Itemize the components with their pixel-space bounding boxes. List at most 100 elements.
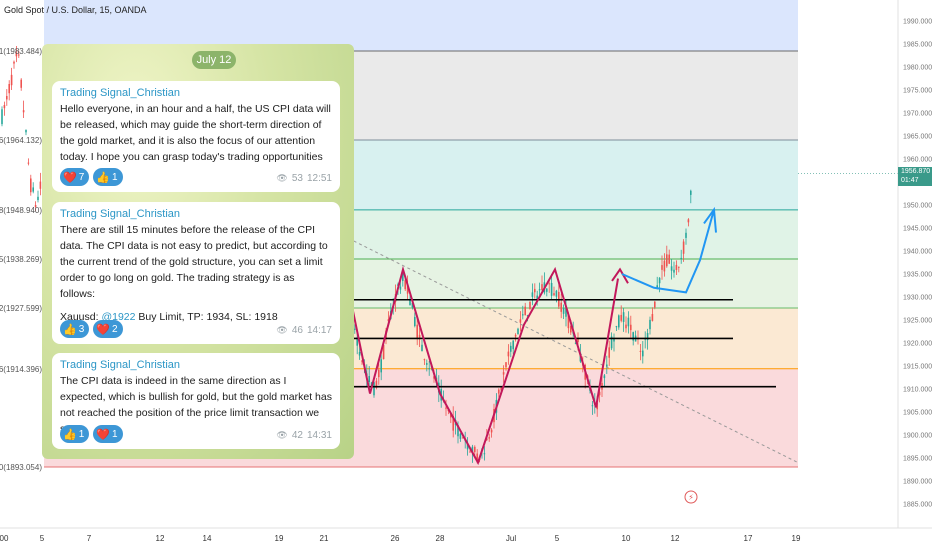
reaction-heart[interactable]: ❤️ 7 bbox=[60, 168, 90, 186]
candle-body bbox=[574, 342, 577, 344]
reaction-thumbs-up[interactable]: 👍 3 bbox=[60, 320, 90, 338]
candle-body bbox=[536, 295, 538, 301]
candle-body bbox=[8, 83, 10, 94]
candle-body bbox=[474, 446, 476, 453]
candle-body bbox=[517, 328, 519, 335]
candle-body bbox=[15, 52, 18, 57]
lightning-icon: ⚡ bbox=[688, 493, 694, 502]
candle-body bbox=[37, 196, 39, 201]
candle-body bbox=[358, 352, 361, 356]
candle-body bbox=[404, 280, 406, 290]
bar-countdown: 01:47 bbox=[901, 177, 919, 184]
x-tick-label: 19 bbox=[792, 534, 801, 543]
candle-body bbox=[555, 290, 558, 297]
candle-body bbox=[668, 254, 670, 264]
candle-body bbox=[651, 314, 654, 321]
fib-level-label: .382(1927.599) bbox=[0, 304, 42, 313]
candle-body bbox=[22, 110, 25, 113]
x-tick-label: 17 bbox=[744, 534, 753, 543]
candle-body bbox=[682, 241, 685, 254]
candle-body bbox=[658, 277, 661, 284]
time-axis[interactable]: 00 5 7 12 14 19 21 26 28 Jul 5 10 12 17 19 bbox=[0, 527, 932, 543]
candle-body bbox=[354, 328, 356, 330]
candle-body bbox=[3, 105, 6, 109]
y-tick-label: 1940.000 bbox=[903, 249, 932, 256]
view-count: 42 bbox=[291, 430, 303, 441]
message-1: Trading Signal_Christian Hello everyone,… bbox=[52, 81, 340, 192]
candle-body bbox=[567, 314, 570, 329]
candle-body bbox=[30, 178, 32, 193]
candle-body bbox=[25, 129, 27, 133]
candle-body bbox=[476, 453, 478, 461]
candle-body bbox=[500, 387, 502, 391]
candle-body bbox=[627, 317, 630, 327]
candle-body bbox=[541, 284, 543, 291]
candle-body bbox=[613, 338, 615, 342]
candle-body bbox=[550, 282, 553, 296]
candle-body bbox=[378, 369, 380, 378]
price-axis[interactable]: 1990.000 1985.000 1980.000 1975.000 1970.000… bbox=[897, 0, 932, 528]
y-tick-label: 1980.000 bbox=[903, 65, 932, 72]
candle-body bbox=[502, 372, 505, 375]
y-tick-label: 1950.000 bbox=[903, 203, 932, 210]
message-sender[interactable]: Trading Signal_Christian bbox=[60, 208, 181, 220]
candle-body bbox=[462, 437, 464, 439]
alert-icon bbox=[684, 490, 698, 504]
candle-body bbox=[450, 414, 452, 418]
y-tick-label: 1935.000 bbox=[903, 272, 932, 279]
arrow-head-icon bbox=[611, 267, 629, 284]
candle-body bbox=[34, 204, 37, 207]
candle-body bbox=[483, 453, 486, 455]
reaction-heart[interactable]: ❤️ 2 bbox=[93, 320, 123, 338]
candle-body bbox=[646, 333, 649, 341]
candle-body bbox=[553, 293, 555, 296]
candle-body bbox=[670, 266, 673, 271]
candle-body bbox=[27, 162, 30, 164]
candle-body bbox=[577, 339, 579, 343]
candle-body bbox=[6, 96, 8, 100]
candle-body bbox=[368, 376, 370, 382]
view-count: 46 bbox=[291, 325, 303, 336]
y-tick-label: 1990.000 bbox=[903, 19, 932, 26]
candle-body bbox=[678, 266, 680, 268]
candle-body bbox=[414, 316, 416, 327]
candle-body bbox=[639, 350, 642, 352]
message-sender[interactable]: Trading Signal_Christian bbox=[60, 87, 181, 99]
candle-body bbox=[522, 314, 524, 316]
candle-body bbox=[469, 451, 471, 453]
candle-body bbox=[565, 307, 567, 317]
candle-body bbox=[387, 319, 390, 322]
x-tick-label: 7 bbox=[87, 534, 92, 543]
candle-body bbox=[382, 344, 385, 360]
candle-body bbox=[433, 376, 435, 379]
fib-level-label: 1(1983.484) bbox=[0, 47, 42, 56]
reaction-thumbs-up[interactable]: 👍 1 bbox=[93, 168, 123, 186]
candle-body bbox=[488, 437, 490, 439]
y-tick-label: 1960.000 bbox=[903, 157, 932, 164]
x-tick-label: 28 bbox=[436, 534, 445, 543]
x-tick-label: 19 bbox=[275, 534, 284, 543]
candle-body bbox=[548, 283, 550, 285]
thumbs-up-icon: 👍 bbox=[63, 428, 77, 441]
candle-body bbox=[690, 190, 692, 195]
fib-level-label: 0.5(1938.269) bbox=[0, 255, 42, 264]
reaction-heart[interactable]: ❤️ 1 bbox=[93, 425, 123, 443]
candle-body bbox=[428, 368, 430, 370]
candle-body bbox=[498, 389, 500, 394]
candle-body bbox=[663, 260, 666, 272]
x-tick-label: 12 bbox=[671, 534, 680, 543]
candle-body bbox=[452, 415, 454, 431]
reaction-thumbs-up[interactable]: 👍 1 bbox=[60, 425, 90, 443]
fib-level-label: .618(1948.940) bbox=[0, 206, 42, 215]
candle-body bbox=[10, 74, 13, 86]
arrow-head-icon bbox=[703, 206, 717, 233]
candle-body bbox=[680, 257, 682, 259]
candle-body bbox=[466, 442, 469, 450]
message-sender[interactable]: Trading Signal_Christian bbox=[60, 359, 181, 371]
views-icon: 👁 bbox=[276, 325, 288, 335]
candle-body bbox=[519, 319, 522, 323]
candle-body bbox=[642, 350, 644, 357]
heart-icon: ❤️ bbox=[63, 171, 77, 184]
message-time: 12:51 bbox=[306, 173, 332, 184]
candle-body bbox=[603, 375, 606, 379]
